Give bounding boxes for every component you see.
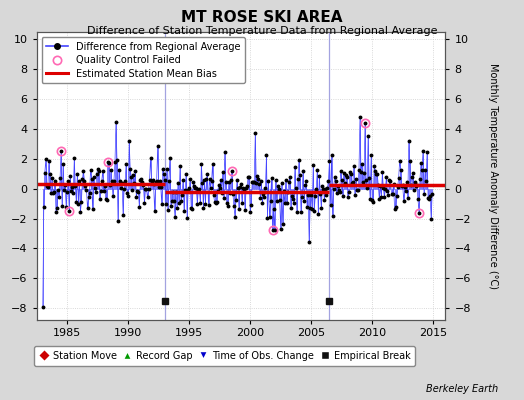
Text: Difference of Station Temperature Data from Regional Average: Difference of Station Temperature Data f… — [87, 26, 437, 36]
Text: Berkeley Earth: Berkeley Earth — [425, 384, 498, 394]
Legend: Station Move, Record Gap, Time of Obs. Change, Empirical Break: Station Move, Record Gap, Time of Obs. C… — [34, 346, 415, 366]
Y-axis label: Monthly Temperature Anomaly Difference (°C): Monthly Temperature Anomaly Difference (… — [488, 63, 498, 289]
Text: MT ROSE SKI AREA: MT ROSE SKI AREA — [181, 10, 343, 25]
